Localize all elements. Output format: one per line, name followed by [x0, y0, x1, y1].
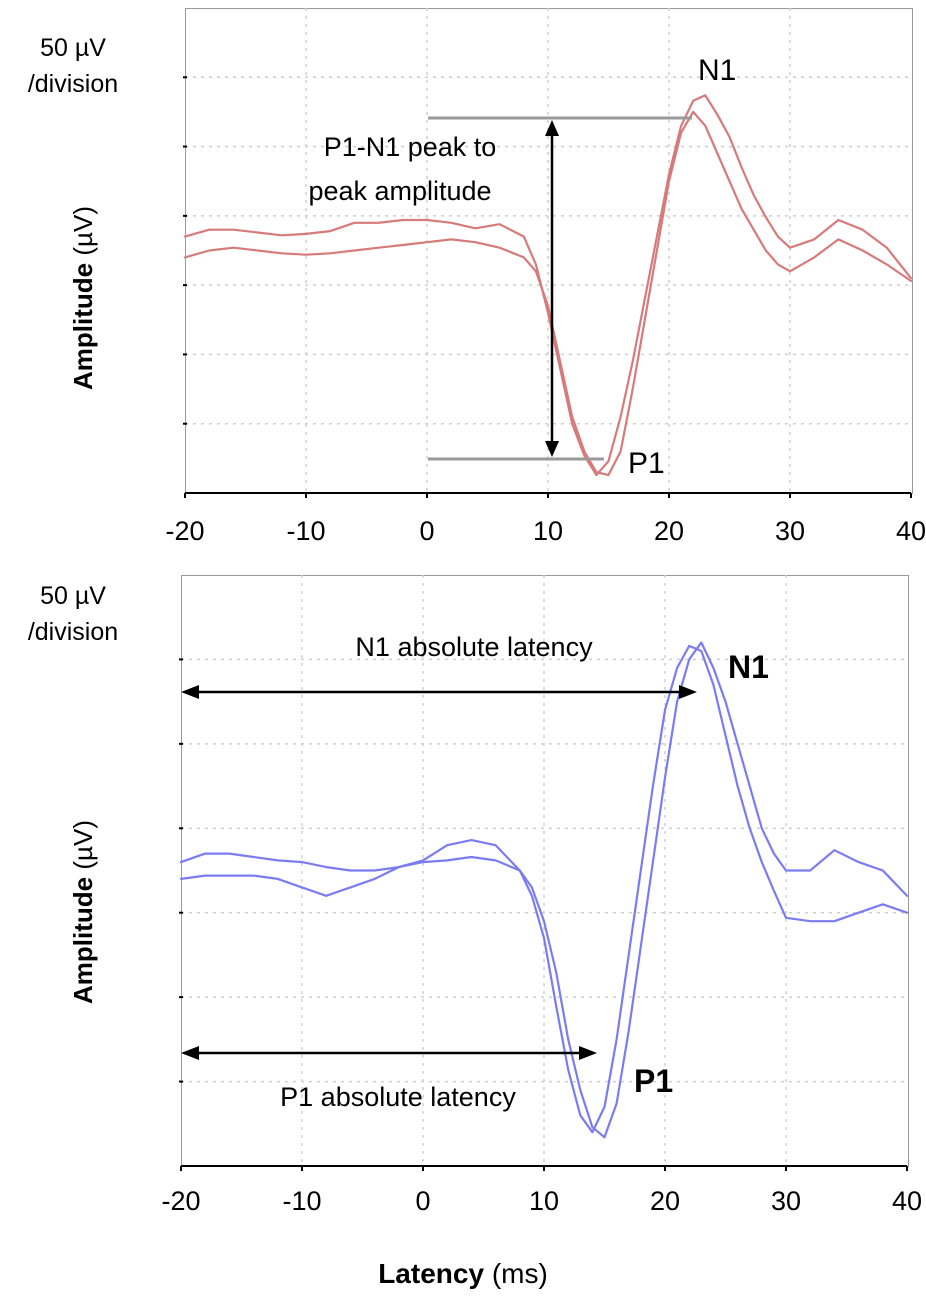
- amplitude-annotation-line2: peak amplitude: [308, 176, 491, 206]
- waveform-series-2: [179, 641, 909, 1139]
- waveform-series-1: [183, 94, 913, 477]
- scale-unit: /division: [27, 70, 119, 98]
- scale-value: 50 µV: [40, 582, 106, 610]
- n1-latency-arrow-head-left: [181, 685, 199, 699]
- plot-svg-top: -20 -10 0 10 20 30 40 P1-N1 peak to peak ampli…: [165, 8, 926, 546]
- scale-unit: /division: [27, 618, 119, 646]
- x-tick-label: -20: [161, 1186, 200, 1216]
- chart-panel-top: 50 µV /division Amplitude (µV) -20 -10 0 10…: [0, 0, 926, 560]
- x-tick-label: 30: [775, 516, 805, 546]
- x-tick-label: 20: [650, 1186, 680, 1216]
- peak-label-n1-top: N1: [698, 54, 736, 87]
- scale-label-top: 50 µV /division: [8, 30, 138, 102]
- x-tick-label: -10: [282, 1186, 321, 1216]
- scale-value: 50 µV: [40, 34, 106, 62]
- x-tick-label: 30: [771, 1186, 801, 1216]
- x-tick-label: 40: [892, 1186, 922, 1216]
- x-tick-label: -10: [286, 516, 325, 546]
- waveform-series-1: [179, 644, 909, 1134]
- x-tick-label: 10: [533, 516, 563, 546]
- waveform-series-2: [183, 110, 913, 477]
- x-tick-label: 40: [896, 516, 926, 546]
- n1-latency-annotation: N1 absolute latency: [355, 632, 593, 662]
- x-axis-label: Latency (ms): [0, 1258, 926, 1290]
- x-axis-label-unit: (ms): [491, 1258, 548, 1289]
- amplitude-arrow-head-up: [545, 120, 559, 136]
- p1-latency-arrow-head-left: [181, 1046, 199, 1060]
- peak-label-p1-top: P1: [628, 447, 665, 480]
- scale-label-bottom: 50 µV /division: [8, 578, 138, 650]
- peak-label-n1-bottom: N1: [728, 649, 769, 685]
- x-tick-label: 0: [419, 516, 434, 546]
- p1-latency-annotation: P1 absolute latency: [280, 1082, 516, 1112]
- x-tick-label: 0: [415, 1186, 430, 1216]
- x-tick-label: -20: [165, 516, 204, 546]
- amplitude-annotation-line1: P1-N1 peak to: [324, 132, 497, 162]
- x-axis-label-bold: Latency: [378, 1258, 485, 1289]
- amplitude-arrow-head-down: [545, 441, 559, 457]
- n1-latency-arrow-head-right: [679, 685, 697, 699]
- x-tick-label: 10: [529, 1186, 559, 1216]
- x-tick-label: 20: [654, 516, 684, 546]
- peak-label-p1-bottom: P1: [634, 1063, 673, 1099]
- p1-latency-arrow-head-right: [579, 1046, 597, 1060]
